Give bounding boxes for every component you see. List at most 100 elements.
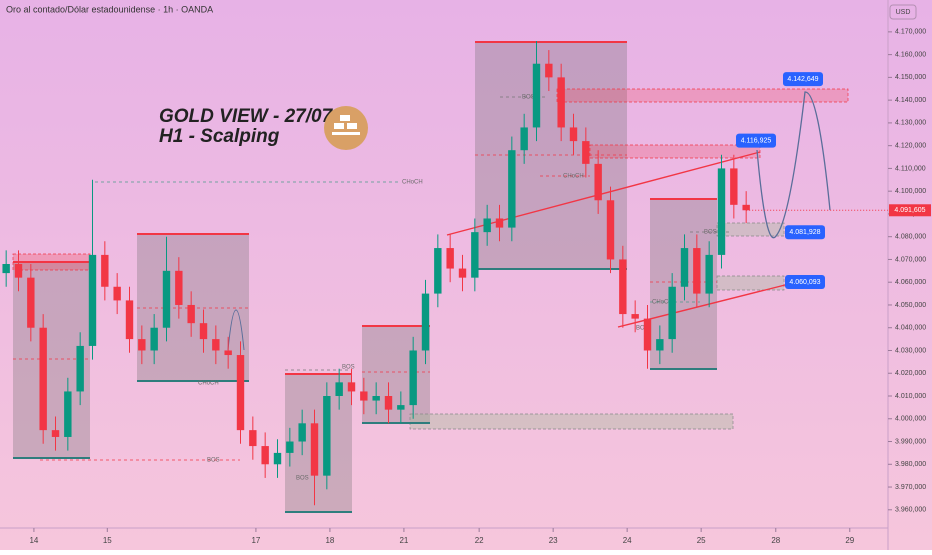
y-tick-label: 3.990,000 bbox=[895, 438, 926, 445]
choch-label: CHoCH bbox=[652, 300, 673, 306]
icon-bar bbox=[340, 115, 350, 121]
price-tag-label: 4.060,093 bbox=[789, 279, 820, 286]
x-tick-label: 15 bbox=[103, 536, 112, 545]
demand-zone bbox=[716, 275, 785, 291]
x-tick-label: 24 bbox=[623, 536, 632, 545]
symbol-header: Oro al contado/Dólar estadounidense · 1h… bbox=[6, 4, 213, 14]
candle-body bbox=[88, 254, 97, 346]
candle-body bbox=[175, 270, 183, 305]
range-box bbox=[362, 326, 430, 423]
price-tag-label: 4.116,925 bbox=[741, 137, 772, 144]
candle-body bbox=[150, 327, 158, 351]
y-tick-label: 4.170,000 bbox=[895, 29, 926, 36]
candle-body bbox=[273, 452, 282, 465]
candle-body bbox=[224, 350, 232, 356]
candle-body bbox=[643, 318, 652, 351]
currency-box[interactable] bbox=[889, 4, 917, 20]
candle-body bbox=[520, 127, 528, 151]
candle-body bbox=[705, 254, 713, 294]
y-tick-label: 4.070,000 bbox=[895, 256, 926, 263]
candle-body bbox=[125, 300, 134, 340]
candle-body bbox=[138, 339, 146, 351]
bos-label: BOS bbox=[522, 95, 535, 101]
candle-body bbox=[730, 168, 738, 205]
y-tick-label: 4.120,000 bbox=[895, 142, 926, 149]
zones bbox=[13, 42, 717, 512]
candle-body bbox=[693, 248, 701, 294]
candle-body bbox=[286, 441, 294, 453]
y-tick-label: 4.160,000 bbox=[895, 51, 926, 58]
candle-body bbox=[249, 430, 257, 447]
y-tick-label: 4.110,000 bbox=[895, 165, 926, 172]
y-tick-label: 4.130,000 bbox=[895, 120, 926, 127]
candle-body bbox=[360, 391, 368, 401]
x-tick-label: 29 bbox=[845, 536, 854, 545]
candle-body bbox=[631, 314, 639, 319]
candle-body bbox=[212, 339, 220, 351]
candle-body bbox=[14, 264, 23, 278]
candle-body bbox=[569, 127, 578, 142]
y-tick-label: 4.100,000 bbox=[895, 188, 926, 195]
candle-body bbox=[323, 396, 331, 476]
candle-body bbox=[532, 63, 541, 128]
candle-body bbox=[261, 446, 269, 465]
candle-body bbox=[421, 293, 430, 351]
candle-body bbox=[495, 218, 504, 228]
candle-body bbox=[656, 339, 664, 351]
candle-body bbox=[680, 248, 689, 287]
candle-body bbox=[668, 286, 676, 340]
y-tick-label: 3.980,000 bbox=[895, 461, 926, 468]
price-tag bbox=[785, 225, 825, 240]
candle-body bbox=[113, 286, 121, 301]
x-tick-label: 22 bbox=[475, 536, 484, 545]
range-box bbox=[285, 374, 352, 512]
supply-zone bbox=[589, 144, 761, 159]
projection-path bbox=[227, 309, 245, 351]
candle-body bbox=[187, 304, 195, 324]
candle-body bbox=[446, 248, 454, 269]
gold-icon bbox=[324, 106, 368, 150]
candle-body bbox=[508, 150, 516, 228]
price-tag-label: 4.142,649 bbox=[787, 76, 818, 83]
bos-label: BOS bbox=[342, 365, 355, 371]
demand-zone bbox=[716, 222, 785, 237]
candle-body bbox=[162, 270, 171, 328]
y-tick-label: 4.000,000 bbox=[895, 416, 926, 423]
y-tick-label: 4.150,000 bbox=[895, 74, 926, 81]
currency-label[interactable]: USD bbox=[896, 9, 911, 16]
candle-body bbox=[372, 396, 380, 401]
range-edges bbox=[13, 41, 717, 513]
icon-bar bbox=[334, 123, 344, 129]
candle-body bbox=[483, 218, 491, 233]
candle-body bbox=[594, 163, 602, 201]
range-box bbox=[475, 42, 627, 269]
candle-body bbox=[101, 254, 109, 287]
demand-zone bbox=[409, 413, 734, 430]
choch-label: CHoCH bbox=[402, 180, 423, 186]
x-tick-label: 17 bbox=[251, 536, 260, 545]
x-tick-label: 25 bbox=[697, 536, 706, 545]
price-tag bbox=[785, 274, 825, 289]
supply-zone bbox=[556, 88, 849, 103]
candle-body bbox=[347, 382, 356, 392]
y-tick-label: 4.040,000 bbox=[895, 325, 926, 332]
y-tick-label: 4.020,000 bbox=[895, 370, 926, 377]
x-tick-label: 21 bbox=[399, 536, 408, 545]
candle-body bbox=[717, 168, 726, 255]
y-tick-label: 3.970,000 bbox=[895, 484, 926, 491]
candle-body bbox=[409, 350, 417, 406]
candle-body bbox=[310, 423, 319, 476]
candle-body bbox=[471, 232, 479, 278]
candle-body bbox=[545, 63, 553, 78]
last-price-label: 4.091,605 bbox=[894, 207, 925, 214]
candle-body bbox=[27, 277, 35, 328]
candle-body bbox=[384, 396, 393, 410]
y-tick-label: 4.080,000 bbox=[895, 234, 926, 241]
candle-body bbox=[397, 405, 405, 410]
bos-label: BOS bbox=[207, 458, 220, 464]
candle-body bbox=[335, 382, 343, 396]
candle-body bbox=[199, 323, 208, 340]
candle-body bbox=[76, 345, 84, 392]
candle-body bbox=[51, 430, 60, 437]
